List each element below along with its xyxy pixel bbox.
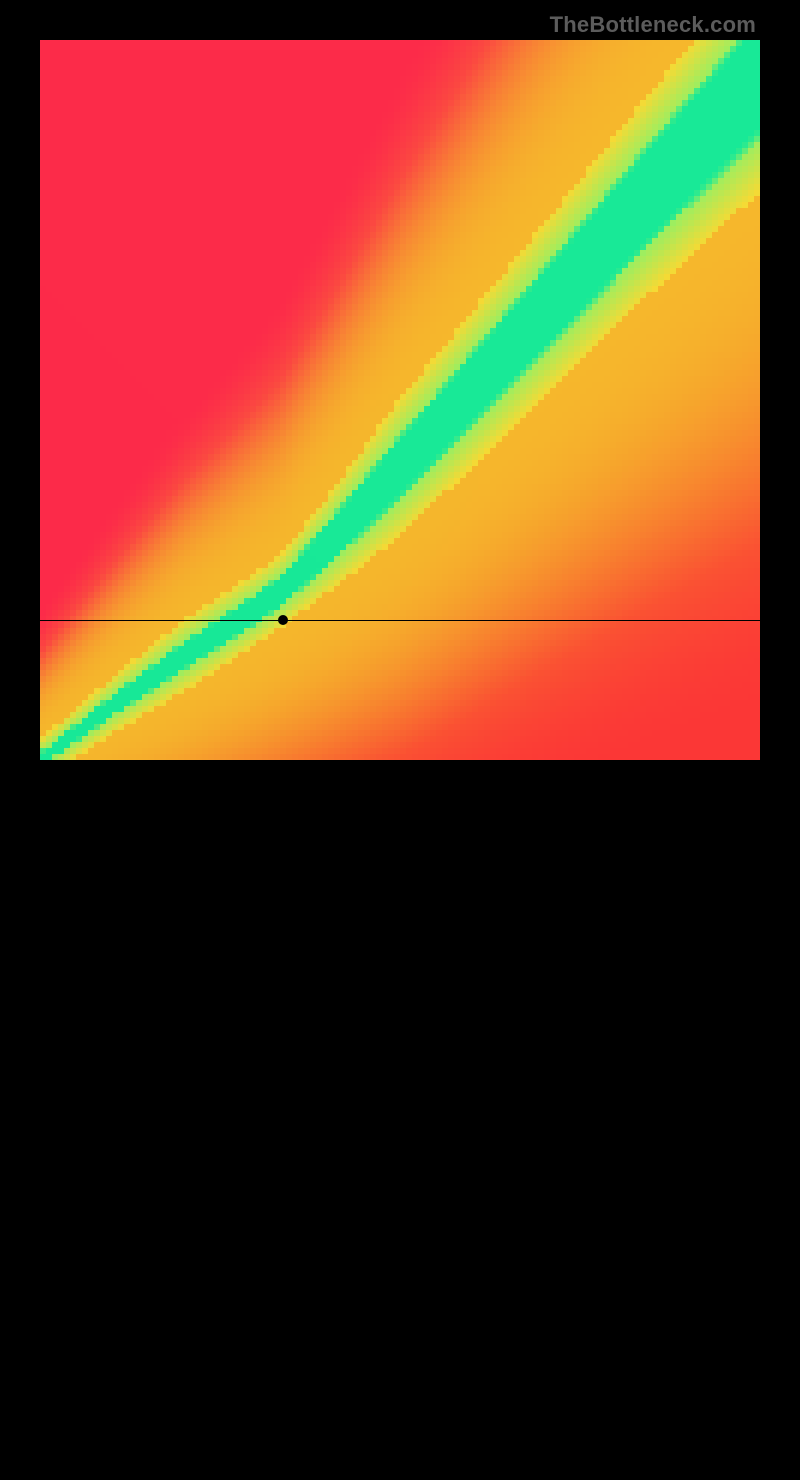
crosshair-horizontal xyxy=(40,620,760,621)
plot-area xyxy=(40,40,760,760)
heatmap-canvas xyxy=(40,40,760,760)
watermark-text: TheBottleneck.com xyxy=(550,12,756,38)
crosshair-vertical xyxy=(283,760,284,1480)
marker-dot xyxy=(278,615,288,625)
